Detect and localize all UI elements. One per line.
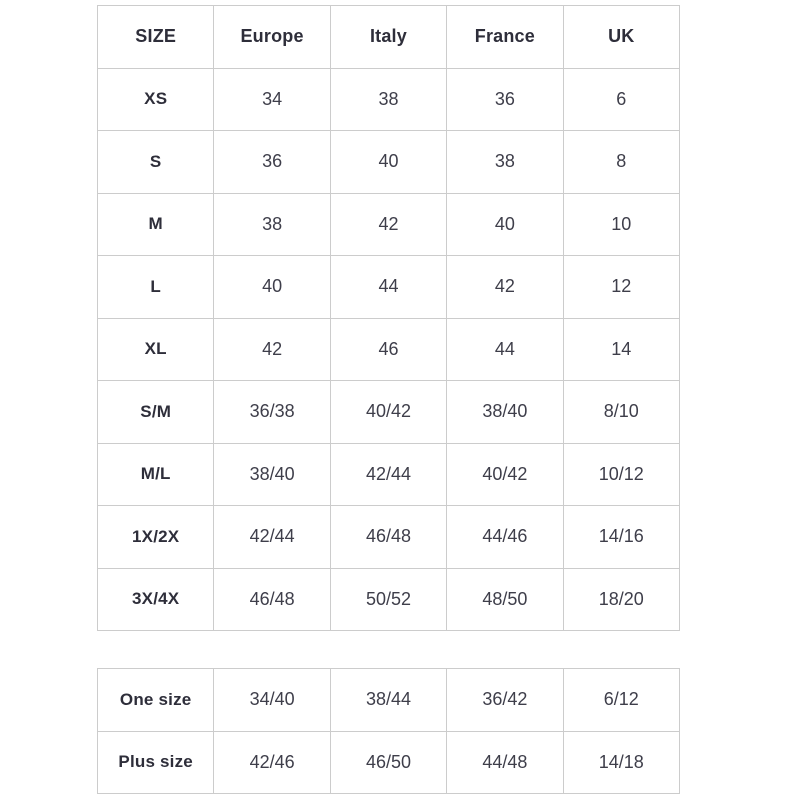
table-row: One size 34/40 38/44 36/42 6/12 bbox=[96, 668, 681, 732]
table-row: S 36 40 38 8 bbox=[96, 130, 681, 194]
column-header-europe: Europe bbox=[213, 5, 331, 69]
table-row: XL 42 46 44 14 bbox=[96, 317, 681, 381]
table-cell: 34 bbox=[213, 67, 331, 131]
table-cell: 34/40 bbox=[213, 668, 331, 732]
table-row: L 40 44 42 12 bbox=[96, 255, 681, 319]
row-label-3x-4x: 3X/4X bbox=[96, 567, 215, 631]
table-cell: 12 bbox=[562, 255, 681, 319]
table-cell: 40/42 bbox=[329, 380, 448, 444]
column-header-size: SIZE bbox=[96, 5, 215, 69]
table-cell: 8/10 bbox=[562, 380, 681, 444]
table-row: 1X/2X 42/44 46/48 44/46 14/16 bbox=[96, 505, 681, 569]
table-cell: 44/48 bbox=[446, 730, 564, 794]
column-header-uk: UK bbox=[562, 5, 681, 69]
table-cell: 36 bbox=[446, 67, 564, 131]
table-cell: 10 bbox=[562, 192, 681, 256]
table-cell: 42 bbox=[329, 192, 448, 256]
table-row: Plus size 42/46 46/50 44/48 14/18 bbox=[96, 730, 681, 794]
row-label-m-l: M/L bbox=[96, 442, 215, 506]
table-cell: 42 bbox=[446, 255, 564, 319]
table-cell: 46/50 bbox=[329, 730, 448, 794]
column-header-france: France bbox=[446, 5, 564, 69]
row-label-xs: XS bbox=[96, 67, 215, 131]
row-label-m: M bbox=[96, 192, 215, 256]
row-label-l: L bbox=[96, 255, 215, 319]
table-cell: 38/40 bbox=[446, 380, 564, 444]
table-cell: 42 bbox=[213, 317, 331, 381]
table-cell: 40 bbox=[213, 255, 331, 319]
table-cell: 38/44 bbox=[329, 668, 448, 732]
table-cell: 36 bbox=[213, 130, 331, 194]
table-cell: 42/44 bbox=[329, 442, 448, 506]
table-cell: 40/42 bbox=[446, 442, 564, 506]
column-header-italy: Italy bbox=[329, 5, 448, 69]
table-cell: 10/12 bbox=[562, 442, 681, 506]
table-row: XS 34 38 36 6 bbox=[96, 67, 681, 131]
size-conversion-section: SIZE Europe Italy France UK XS 34 38 36 6 S 36 40 38… bbox=[96, 5, 681, 794]
table-cell: 14 bbox=[562, 317, 681, 381]
special-sizes-table: One size 34/40 38/44 36/42 6/12 Plus size 42/4… bbox=[96, 668, 681, 794]
row-label-s-m: S/M bbox=[96, 380, 215, 444]
table-cell: 48/50 bbox=[446, 567, 564, 631]
table-cell: 36/38 bbox=[213, 380, 331, 444]
special-sizes-table-body: One size 34/40 38/44 36/42 6/12 Plus size 42/4… bbox=[96, 668, 681, 794]
table-cell: 46/48 bbox=[213, 567, 331, 631]
table-row: M/L 38/40 42/44 40/42 10/12 bbox=[96, 442, 681, 506]
row-label-1x-2x: 1X/2X bbox=[96, 505, 215, 569]
table-cell: 6 bbox=[562, 67, 681, 131]
table-cell: 44 bbox=[446, 317, 564, 381]
table-cell: 42/46 bbox=[213, 730, 331, 794]
row-label-plus-size: Plus size bbox=[96, 730, 215, 794]
table-cell: 36/42 bbox=[446, 668, 564, 732]
table-cell: 38 bbox=[446, 130, 564, 194]
table-cell: 38 bbox=[213, 192, 331, 256]
table-cell: 44/46 bbox=[446, 505, 564, 569]
table-cell: 8 bbox=[562, 130, 681, 194]
row-label-xl: XL bbox=[96, 317, 215, 381]
table-cell: 14/16 bbox=[562, 505, 681, 569]
row-label-one-size: One size bbox=[96, 668, 215, 732]
table-cell: 18/20 bbox=[562, 567, 681, 631]
table-row: M 38 42 40 10 bbox=[96, 192, 681, 256]
table-cell: 50/52 bbox=[329, 567, 448, 631]
size-table-header: SIZE Europe Italy France UK bbox=[96, 5, 681, 69]
table-cell: 42/44 bbox=[213, 505, 331, 569]
table-row: S/M 36/38 40/42 38/40 8/10 bbox=[96, 380, 681, 444]
table-cell: 38/40 bbox=[213, 442, 331, 506]
table-cell: 40 bbox=[329, 130, 448, 194]
table-cell: 46/48 bbox=[329, 505, 448, 569]
size-conversion-table: SIZE Europe Italy France UK XS 34 38 36 6 S 36 40 38… bbox=[96, 5, 681, 631]
table-cell: 44 bbox=[329, 255, 448, 319]
table-cell: 14/18 bbox=[562, 730, 681, 794]
table-row: 3X/4X 46/48 50/52 48/50 18/20 bbox=[96, 567, 681, 631]
table-cell: 40 bbox=[446, 192, 564, 256]
size-table-body: XS 34 38 36 6 S 36 40 38 8 M 38 42 40 10 L 40 44 42 12 XL 42 4… bbox=[96, 67, 681, 631]
table-cell: 6/12 bbox=[562, 668, 681, 732]
header-row: SIZE Europe Italy France UK bbox=[96, 5, 681, 69]
table-cell: 38 bbox=[329, 67, 448, 131]
row-label-s: S bbox=[96, 130, 215, 194]
table-cell: 46 bbox=[329, 317, 448, 381]
